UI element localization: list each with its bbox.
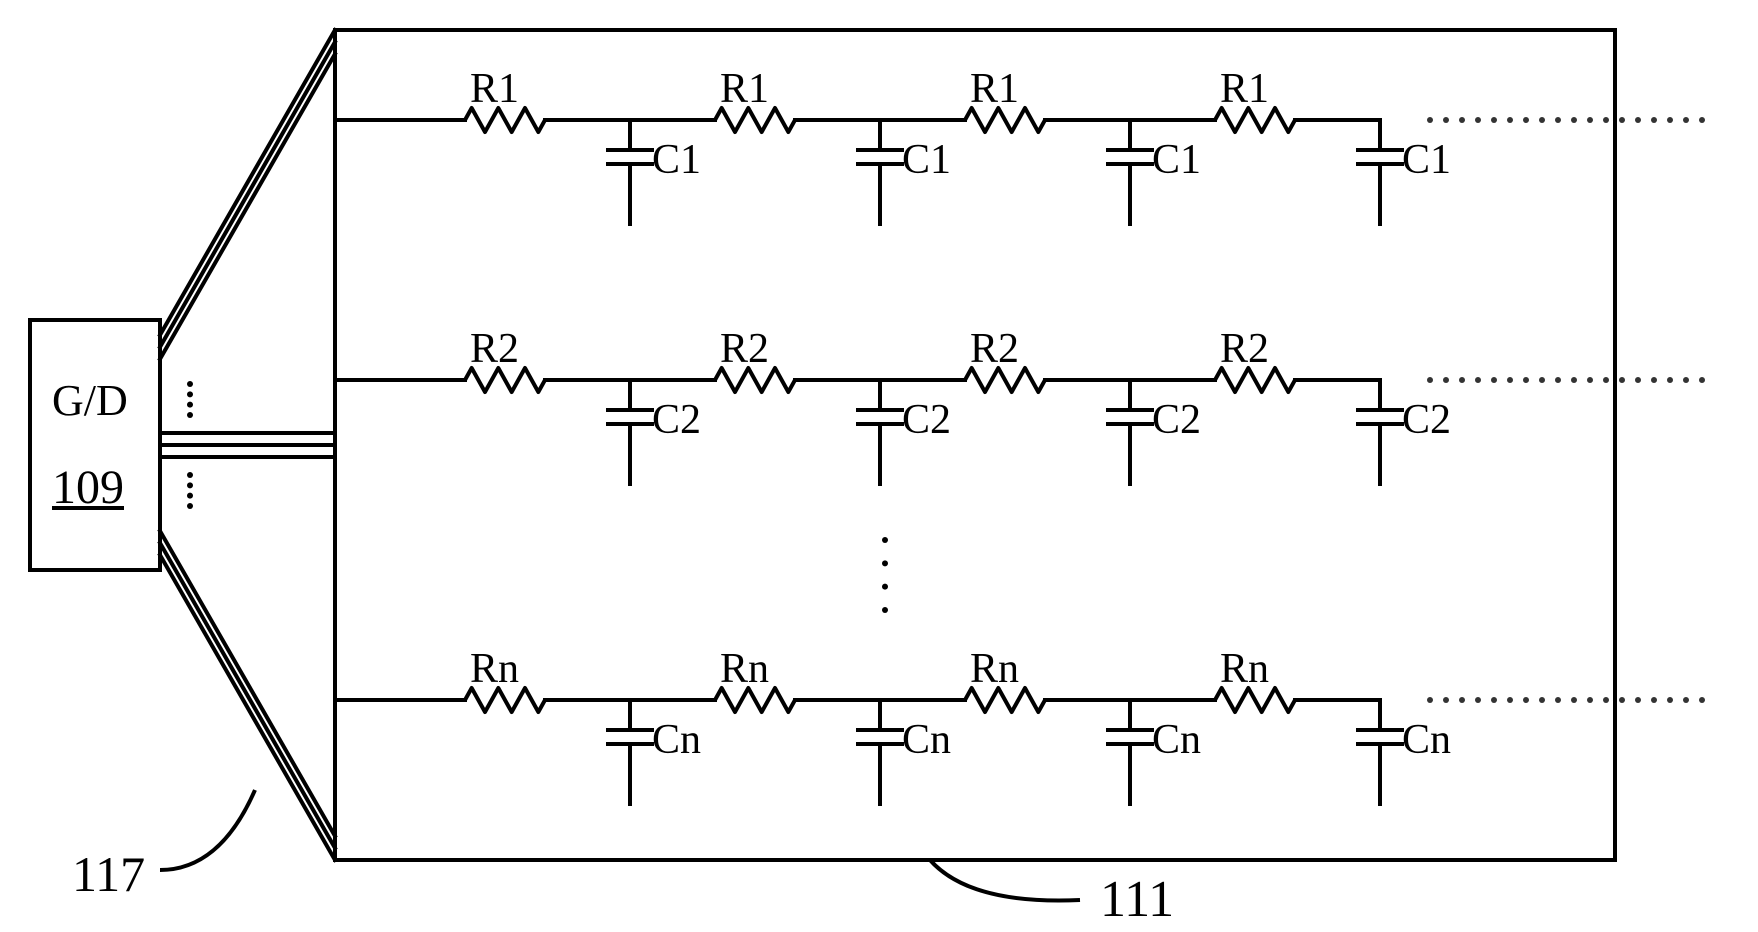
resistor-label: R2 [1220, 325, 1269, 373]
capacitor-label: C1 [902, 136, 951, 184]
resistor-label: R2 [720, 325, 769, 373]
ref-111: 111 [1100, 870, 1174, 929]
capacitor-label: Cn [902, 716, 951, 764]
resistor-label: R2 [470, 325, 519, 373]
driver-label-bottom: 109 [52, 460, 124, 515]
capacitor-label: C2 [1152, 396, 1201, 444]
capacitor-label: C1 [1152, 136, 1201, 184]
capacitor-label: C2 [902, 396, 951, 444]
capacitor-label: C2 [652, 396, 701, 444]
capacitor-label: C1 [1402, 136, 1451, 184]
resistor-label: R1 [470, 65, 519, 113]
circuit-diagram [0, 0, 1758, 932]
resistor-label: R2 [970, 325, 1019, 373]
capacitor-label: Cn [1152, 716, 1201, 764]
resistor-label: R1 [970, 65, 1019, 113]
capacitor-label: C1 [652, 136, 701, 184]
ref-117: 117 [72, 845, 145, 903]
resistor-label: R1 [720, 65, 769, 113]
resistor-label: Rn [970, 645, 1019, 693]
capacitor-label: Cn [652, 716, 701, 764]
resistor-label: Rn [720, 645, 769, 693]
resistor-label: R1 [1220, 65, 1269, 113]
capacitor-label: Cn [1402, 716, 1451, 764]
resistor-label: Rn [1220, 645, 1269, 693]
driver-label-top: G/D [52, 375, 128, 426]
resistor-label: Rn [470, 645, 519, 693]
capacitor-label: C2 [1402, 396, 1451, 444]
